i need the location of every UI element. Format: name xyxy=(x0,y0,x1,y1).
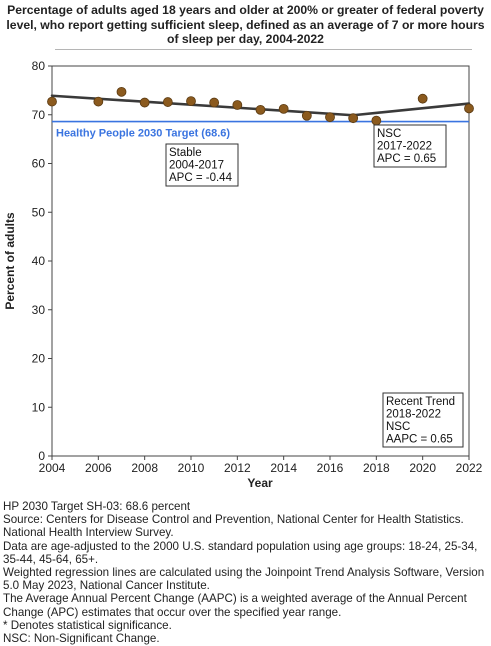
annotation-box xyxy=(165,143,239,187)
annotation-box xyxy=(382,392,464,448)
annotation-line: 2004-2017 xyxy=(169,160,224,172)
footnote-nsc: NSC: Non-Significant Change. xyxy=(3,632,160,646)
footnote-target: HP 2030 Target SH-03: 68.6 percent xyxy=(3,500,191,513)
annotation-line: Recent Trend xyxy=(386,396,455,408)
annotation-line: 2018-2022 xyxy=(386,409,441,421)
y-axis: 0 10 20 30 40 50 60 70 80 xyxy=(32,59,52,463)
footnote-aapc: The Average Annual Percent Change (AAPC)… xyxy=(3,592,467,619)
footnote-regression: Weighted regression lines are calculated… xyxy=(3,566,485,593)
footnote-age-adjust: Data are age-adjusted to the 2000 U.S. s… xyxy=(3,539,478,566)
y-tick-label: 30 xyxy=(32,303,46,317)
annotation-line: 2017-2022 xyxy=(377,141,432,153)
annotation-line: NSC xyxy=(377,128,401,140)
data-point xyxy=(116,86,127,97)
footnote-significance: * Denotes statistical significance. xyxy=(3,618,172,632)
data-point xyxy=(139,97,150,108)
y-tick-label: 50 xyxy=(32,205,46,219)
x-tick-label: 2022 xyxy=(456,461,483,475)
x-tick-label: 2008 xyxy=(131,461,158,475)
footnotes: HP 2030 Target SH-03: 68.6 percent Sourc… xyxy=(3,500,489,645)
target-line-group: Healthy People 2030 Target (68.6) xyxy=(52,120,469,140)
x-tick-label: 2012 xyxy=(224,461,251,475)
y-tick-label: 0 xyxy=(38,449,45,463)
x-tick-label: 2004 xyxy=(39,461,66,475)
y-tick-label: 20 xyxy=(32,352,46,366)
y-tick-label: 80 xyxy=(32,59,46,73)
data-point xyxy=(186,96,196,106)
data-point xyxy=(371,115,382,126)
data-point xyxy=(162,97,173,107)
annotation-line: AAPC = 0.65 xyxy=(386,434,453,446)
y-tick-label: 60 xyxy=(32,157,46,171)
target-label: Healthy People 2030 Target (68.6) xyxy=(56,128,230,140)
data-point xyxy=(47,96,57,107)
title-divider xyxy=(55,49,472,50)
x-axis-label: Year xyxy=(247,476,273,490)
chart-title: Percentage of adults aged 18 years and o… xyxy=(6,3,485,46)
x-tick-label: 2020 xyxy=(409,461,436,475)
y-tick-label: 40 xyxy=(32,254,46,268)
y-tick-label: 10 xyxy=(32,400,46,414)
footnote-source: Source: Centers for Disease Control and … xyxy=(3,513,464,540)
data-point xyxy=(209,97,220,108)
data-point xyxy=(417,93,428,104)
data-points xyxy=(47,86,474,126)
data-point xyxy=(325,112,335,123)
x-tick-label: 2014 xyxy=(270,461,297,475)
data-point xyxy=(255,104,266,115)
data-point xyxy=(348,113,359,124)
x-axis: 2004 2006 2008 2010 2012 2014 2016 2018 2020 2022 xyxy=(39,456,483,475)
y-tick-label: 70 xyxy=(32,108,46,122)
y-axis-label: Percent of adults xyxy=(3,212,17,310)
data-point xyxy=(232,100,243,110)
annotation-box xyxy=(373,124,447,168)
annotation-line: NSC xyxy=(386,421,410,433)
x-tick-label: 2006 xyxy=(85,461,112,475)
data-point xyxy=(464,103,474,114)
data-point xyxy=(278,104,289,114)
x-tick-label: 2010 xyxy=(178,461,205,475)
annotation-line: Stable xyxy=(169,147,202,159)
annotation-line: APC = 0.65 xyxy=(377,153,436,165)
annotation-line: APC = -0.44 xyxy=(169,172,233,184)
x-tick-label: 2018 xyxy=(363,461,390,475)
x-tick-label: 2016 xyxy=(317,461,344,475)
data-point xyxy=(301,110,312,121)
trend-segment xyxy=(351,102,471,117)
data-point xyxy=(93,96,104,107)
